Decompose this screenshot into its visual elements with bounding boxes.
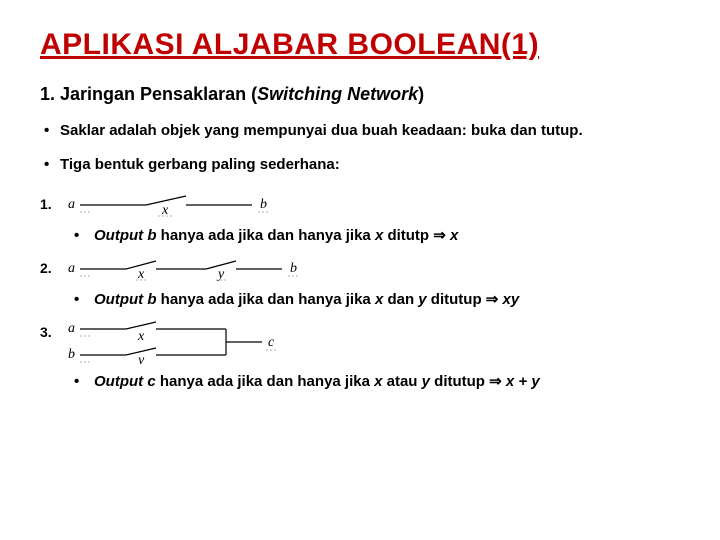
label-y: y <box>136 353 145 364</box>
label-a: a <box>68 321 75 336</box>
text: hanya ada jika dan hanya jika <box>157 227 375 244</box>
bullet-dot: • <box>74 291 94 308</box>
gate-item-1: 1. a x b <box>40 190 680 218</box>
switch-diagram-1: a x b <box>66 192 276 218</box>
bullet-item: Tiga bentuk gerbang paling sederhana: <box>40 155 680 175</box>
label-a: a <box>68 197 75 212</box>
var-y: y <box>418 291 426 308</box>
heading-text: Jaringan Pensaklaran ( <box>60 84 257 104</box>
result: x <box>446 227 459 244</box>
implies-icon: ⇒ <box>489 373 502 390</box>
text: Output <box>94 291 147 308</box>
text: Output <box>94 227 147 244</box>
implies-icon: ⇒ <box>433 227 446 244</box>
item-number: 3. <box>40 318 62 340</box>
label-c: c <box>268 335 275 350</box>
var-b: b <box>147 227 156 244</box>
text: atau <box>382 373 421 390</box>
var-b: b <box>147 291 156 308</box>
var-c: c <box>147 373 155 390</box>
bullet-item: Saklar adalah objek yang mempunyai dua b… <box>40 121 680 141</box>
text: Output <box>94 373 147 390</box>
bullet-dot: • <box>74 227 94 244</box>
text: hanya ada jika dan hanya jika <box>157 291 375 308</box>
output-line-1: • Output b hanya ada jika dan hanya jika… <box>74 226 680 244</box>
text: ditutp <box>383 227 433 244</box>
gate-item-2: 2. a x y b <box>40 254 680 282</box>
item-number: 2. <box>40 254 62 276</box>
switch-diagram-2: a x y b <box>66 256 306 282</box>
text: ditutup <box>427 291 486 308</box>
gate-item-3: 3. a x b y c <box>40 318 680 364</box>
text: hanya ada jika dan hanya jika <box>156 373 374 390</box>
result: x + y <box>502 373 540 390</box>
heading-close: ) <box>418 84 424 104</box>
text: ditutup <box>430 373 489 390</box>
label-x: x <box>137 329 145 344</box>
item-number: 1. <box>40 190 62 212</box>
label-a: a <box>68 261 75 276</box>
label-b: b <box>68 347 75 362</box>
slide-title: APLIKASI ALJABAR BOOLEAN(1) <box>40 28 680 62</box>
implies-icon: ⇒ <box>486 291 499 308</box>
bullet-dot: • <box>74 373 94 390</box>
result: xy <box>498 291 519 308</box>
bullet-list: Saklar adalah objek yang mempunyai dua b… <box>40 121 680 176</box>
heading-number: 1. <box>40 84 60 104</box>
section-heading: 1. Jaringan Pensaklaran (Switching Netwo… <box>40 84 680 105</box>
text: dan <box>383 291 418 308</box>
output-line-3: • Output c hanya ada jika dan hanya jika… <box>74 372 680 390</box>
switch-diagram-3: a x b y c <box>66 320 286 364</box>
heading-italic: Switching Network <box>257 84 418 104</box>
output-line-2: • Output b hanya ada jika dan hanya jika… <box>74 290 680 308</box>
var-y: y <box>422 373 430 390</box>
label-b: b <box>290 261 297 276</box>
label-b: b <box>260 197 267 212</box>
